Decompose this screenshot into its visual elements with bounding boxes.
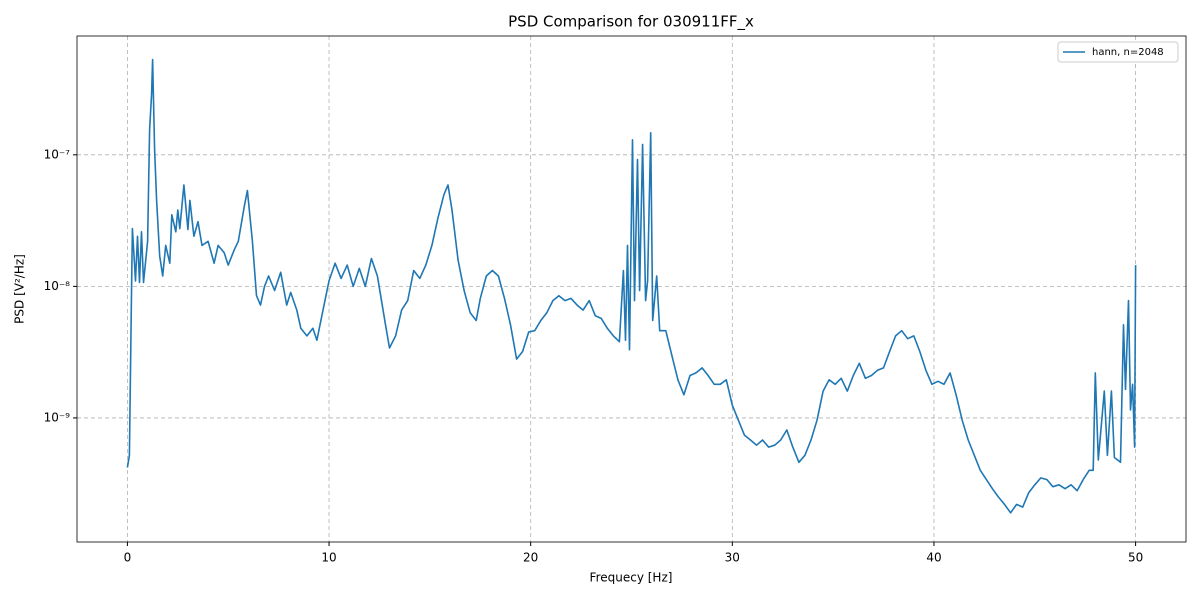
y-tick-label: 10⁻⁷ [44, 147, 71, 161]
x-axis-label: Frequecy [Hz] [590, 571, 673, 585]
plot-frame [76, 35, 1187, 543]
data-line [126, 58, 1137, 514]
x-tick-label: 0 [124, 551, 132, 565]
legend-label: hann, n=2048 [1092, 47, 1164, 58]
y-tick-label: 10⁻⁸ [44, 279, 71, 293]
x-tick-label: 20 [523, 551, 538, 565]
x-tick-label: 10 [321, 551, 336, 565]
y-tick-label: 10⁻⁹ [44, 410, 71, 424]
x-tick-label: 40 [926, 551, 941, 565]
x-tick-label: 50 [1128, 551, 1143, 565]
chart-title: PSD Comparison for 030911FF_x [508, 13, 754, 32]
x-tick-label: 30 [725, 551, 740, 565]
y-axis-label: PSD [V²/Hz] [13, 254, 27, 324]
legend-box [1057, 41, 1179, 63]
